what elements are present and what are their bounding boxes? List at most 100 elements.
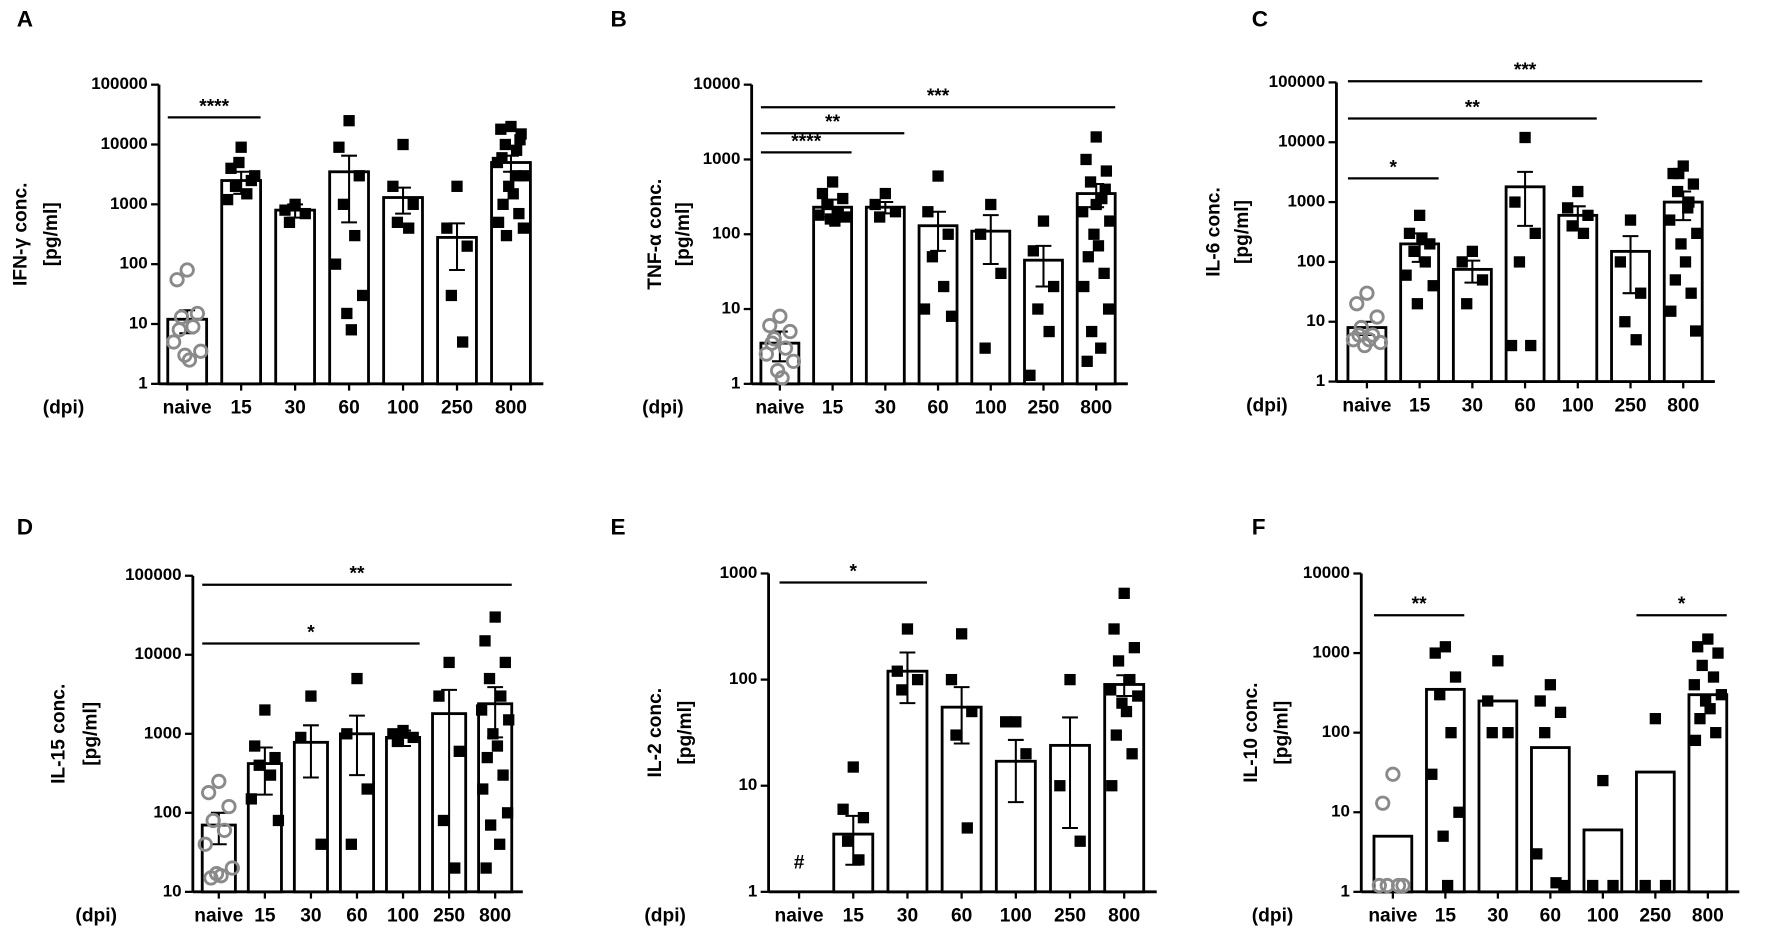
bar <box>886 669 929 894</box>
x-tick-label: 30 <box>875 398 896 419</box>
data-point <box>901 623 914 635</box>
data-point <box>1092 240 1105 252</box>
data-point <box>1074 835 1086 847</box>
data-point <box>1096 192 1108 205</box>
data-point <box>1427 280 1439 292</box>
data-point <box>1082 251 1094 263</box>
data-point <box>289 198 301 210</box>
y-tick-label: 100 <box>1322 722 1350 741</box>
data-point <box>1390 877 1407 894</box>
data-point <box>1024 369 1036 381</box>
data-point <box>477 783 489 795</box>
data-point <box>1104 215 1116 227</box>
data-point <box>966 705 978 718</box>
data-point <box>211 773 227 789</box>
data-point <box>1116 697 1128 709</box>
data-point <box>1126 748 1138 760</box>
data-point <box>503 180 515 192</box>
data-point <box>1080 153 1092 166</box>
data-point <box>1441 879 1454 892</box>
data-point <box>353 170 365 182</box>
data-point <box>1710 727 1722 739</box>
data-point <box>333 141 345 153</box>
data-point <box>1106 780 1118 792</box>
data-point <box>499 656 511 669</box>
data-point <box>166 334 182 350</box>
data-point <box>879 187 891 200</box>
data-point <box>1032 303 1044 315</box>
data-point <box>1554 706 1567 718</box>
panel-letter: A <box>17 6 33 31</box>
data-point <box>387 728 399 740</box>
data-point <box>475 704 488 716</box>
data-point <box>1692 641 1704 653</box>
data-point <box>1095 342 1107 354</box>
data-point <box>1689 734 1702 747</box>
y-axis-label: TNF-α conc. <box>645 179 666 290</box>
data-point <box>1020 748 1032 760</box>
x-tick-label: 30 <box>1462 395 1483 416</box>
data-point <box>1100 165 1113 177</box>
data-point <box>1699 695 1712 707</box>
significance-label: **** <box>791 131 821 152</box>
data-point <box>1519 131 1531 144</box>
data-point <box>1453 806 1465 818</box>
significance-label: *** <box>927 86 950 107</box>
x-tick-label: 100 <box>1562 395 1594 416</box>
y-tick-label: 100000 <box>125 565 181 584</box>
data-point <box>481 751 493 764</box>
x-tick-label: 30 <box>284 398 305 419</box>
y-tick-label: 10 <box>163 881 182 900</box>
bar <box>1425 687 1466 894</box>
data-point <box>1486 727 1498 739</box>
y-axis-label: IFN-γ conc. <box>10 183 31 286</box>
bar <box>812 205 853 386</box>
data-point <box>1531 848 1543 860</box>
x-tick-label: 30 <box>1487 906 1508 927</box>
data-point <box>1371 877 1387 894</box>
data-point <box>1550 877 1562 889</box>
data-point <box>510 144 523 156</box>
bar <box>1635 770 1676 894</box>
y-axis-label: IL-6 conc. <box>1204 187 1225 277</box>
data-point <box>1671 185 1684 198</box>
data-point <box>1424 238 1436 250</box>
error-bar <box>349 714 365 777</box>
significance-label: *** <box>1514 60 1537 81</box>
data-point <box>911 673 924 686</box>
data-point <box>283 216 296 228</box>
data-point <box>1369 309 1385 325</box>
data-point <box>1529 227 1541 240</box>
data-point <box>489 611 501 623</box>
data-point <box>341 307 353 320</box>
data-point <box>1413 209 1426 221</box>
data-point <box>461 240 473 252</box>
data-point <box>497 198 509 210</box>
data-point <box>762 318 778 334</box>
x-axis-label: (dpi) <box>1246 395 1288 416</box>
data-point <box>889 206 902 218</box>
data-point <box>1702 633 1714 645</box>
data-point <box>772 308 788 324</box>
data-point <box>494 838 506 850</box>
y-tick-label: 10 <box>1331 802 1350 821</box>
data-point <box>1682 202 1694 214</box>
data-point <box>235 141 247 153</box>
data-point <box>203 870 219 886</box>
data-point <box>514 134 526 146</box>
data-point <box>1665 305 1677 317</box>
data-point <box>169 272 185 288</box>
data-point <box>1577 227 1590 240</box>
y-tick-label: 1 <box>748 881 757 900</box>
data-point <box>1105 684 1117 696</box>
x-tick-label: 30 <box>300 906 321 927</box>
data-point <box>201 785 217 801</box>
x-tick-label: naive <box>1342 395 1391 416</box>
x-tick-label: 100 <box>1587 906 1619 927</box>
data-point <box>397 138 409 151</box>
data-point <box>343 115 355 127</box>
x-axis-label: (dpi) <box>75 906 117 927</box>
y-axis-label: [pg/ml] <box>80 702 101 766</box>
data-point <box>480 862 492 874</box>
data-point <box>1539 727 1551 739</box>
